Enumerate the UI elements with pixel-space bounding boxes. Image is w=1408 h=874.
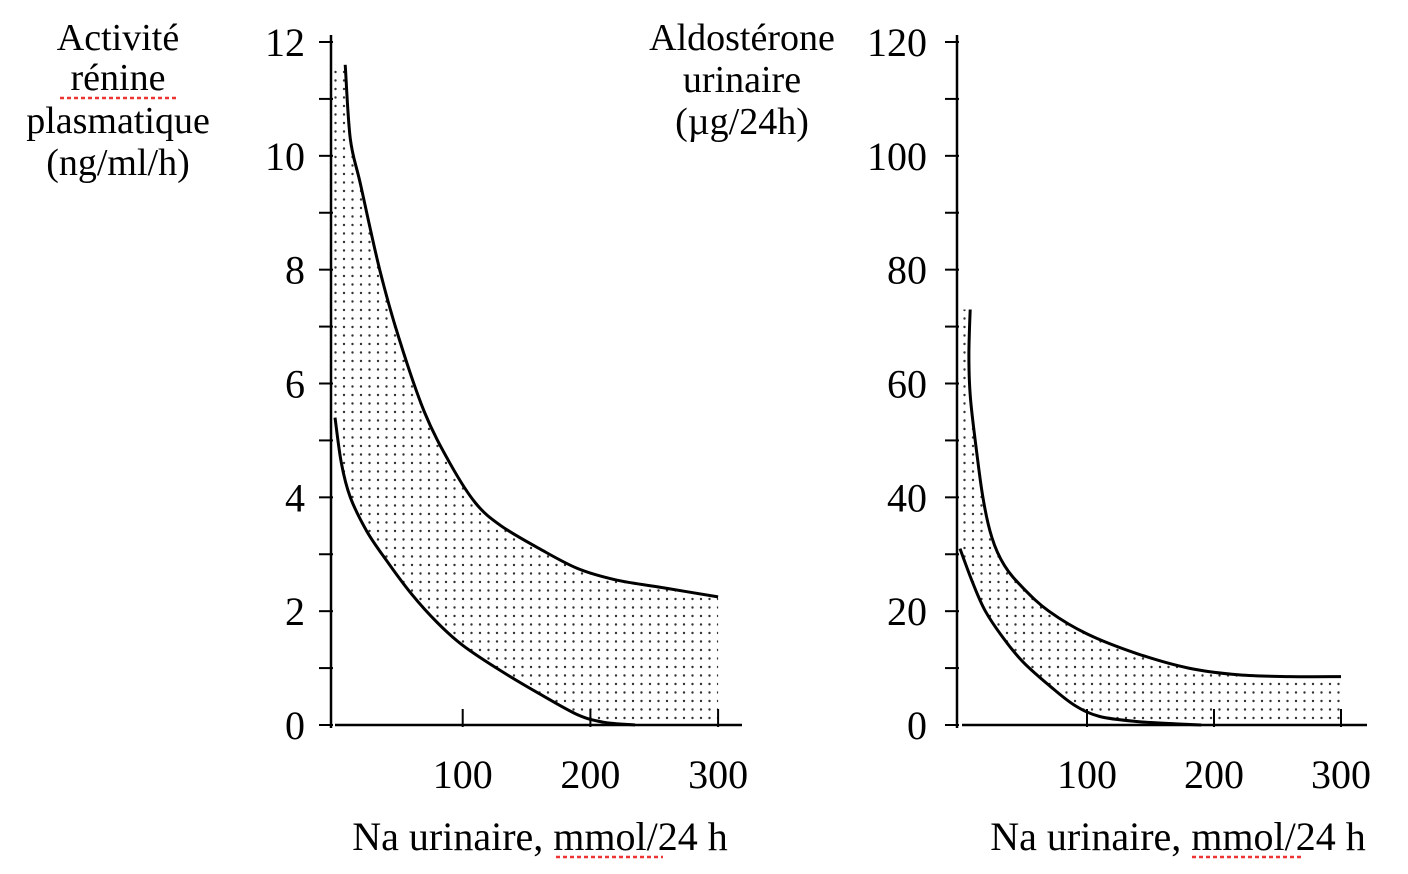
aldosterone-axes xyxy=(955,35,1367,728)
aldosterone-lower-curve xyxy=(958,548,1202,727)
renin-ytick-label: 4 xyxy=(285,475,305,520)
aldosterone-ytick-label: 20 xyxy=(887,589,927,634)
renin-ytick-label: 8 xyxy=(285,248,305,293)
renin-ytick-label: 0 xyxy=(285,703,305,748)
aldosterone-ylabel-line-1: Aldostérone xyxy=(649,17,835,59)
aldosterone-xtick-label: 200 xyxy=(1184,752,1244,797)
aldosterone-xlabel: Na urinaire, mmol/24 h xyxy=(990,814,1365,859)
renin-ylabel-line-4: (ng/ml/h) xyxy=(46,142,190,184)
aldosterone-xticks: 100 200 300 xyxy=(1057,709,1371,797)
renin-upper-curve xyxy=(343,64,719,599)
renin-ytick-label: 10 xyxy=(265,134,305,179)
renin-ytick-label: 6 xyxy=(285,362,305,407)
aldosterone-band xyxy=(959,309,1341,725)
renin-band xyxy=(333,64,719,726)
aldosterone-ylabel: Aldostérone urinaire (µg/24h) xyxy=(649,17,835,143)
aldosterone-xtick-label: 300 xyxy=(1311,752,1371,797)
aldosterone-band-fill xyxy=(959,309,1341,725)
aldosterone-yticks: 0 20 40 60 80 100 120 xyxy=(867,20,959,748)
renin-ytick-label: 12 xyxy=(265,20,305,65)
renin-ylabel-line-3: plasmatique xyxy=(26,100,210,142)
renin-xtick-label: 200 xyxy=(560,752,620,797)
renin-chart: Activité rénine plasmatique (ng/ml/h) 0 2… xyxy=(26,17,748,859)
renin-xtick-label: 100 xyxy=(433,752,493,797)
aldosterone-ytick-label: 80 xyxy=(887,248,927,293)
renin-xticks: 100 200 300 xyxy=(433,709,748,797)
aldosterone-xtick-label: 100 xyxy=(1057,752,1117,797)
aldosterone-upper-curve xyxy=(967,309,1342,679)
renin-curves xyxy=(333,64,719,727)
renin-band-fill xyxy=(333,64,719,726)
renin-xlabel: Na urinaire, mmol/24 h xyxy=(352,814,727,859)
renin-ylabel-line-1: Activité xyxy=(57,17,179,59)
aldosterone-ytick-label: 0 xyxy=(907,703,927,748)
aldosterone-ytick-label: 120 xyxy=(867,20,927,65)
aldosterone-curves xyxy=(958,309,1342,727)
aldosterone-ylabel-line-3: (µg/24h) xyxy=(675,101,809,143)
renin-xtick-label: 300 xyxy=(688,752,748,797)
aldosterone-ylabel-line-2: urinaire xyxy=(683,59,801,101)
renin-lower-curve xyxy=(333,417,636,727)
aldosterone-chart: Aldostérone urinaire (µg/24h) 0 20 40 60 80 1… xyxy=(649,17,1371,859)
renin-yticks: 0 2 4 6 8 10 12 xyxy=(265,20,333,748)
aldosterone-ytick-label: 60 xyxy=(887,362,927,407)
renin-axes xyxy=(329,35,742,728)
aldosterone-ytick-label: 40 xyxy=(887,475,927,520)
renin-ylabel-line-2: rénine xyxy=(71,57,166,99)
renin-ytick-label: 2 xyxy=(285,589,305,634)
renin-ylabel: Activité rénine plasmatique (ng/ml/h) xyxy=(26,17,210,184)
aldosterone-ytick-label: 100 xyxy=(867,134,927,179)
